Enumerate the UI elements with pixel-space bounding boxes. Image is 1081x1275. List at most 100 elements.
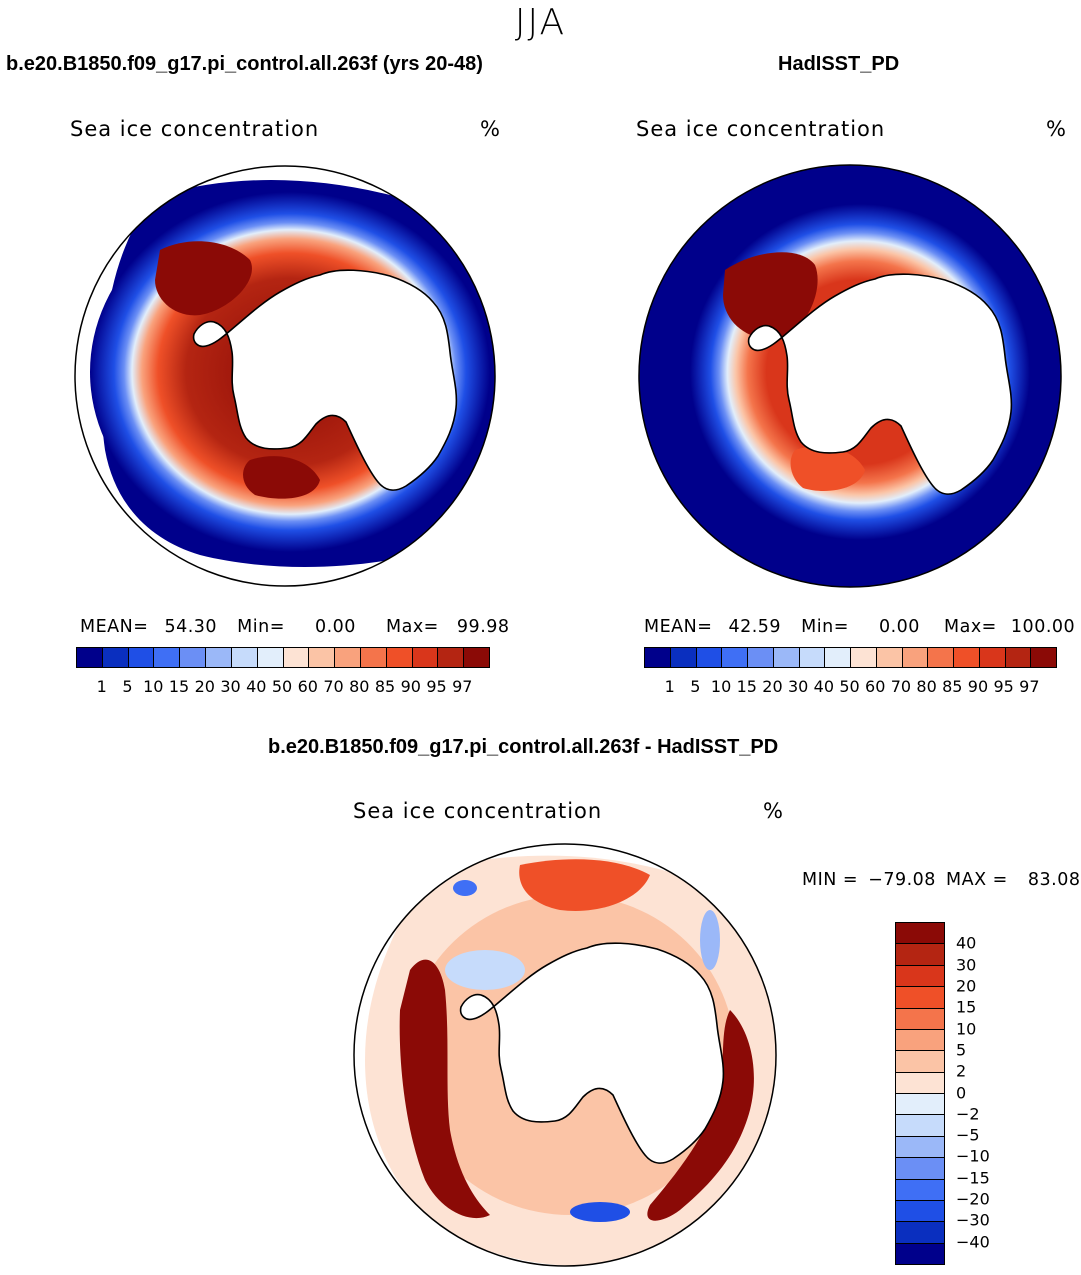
colorbar-tick-label: 5	[956, 1040, 967, 1060]
model-max-label: Max=	[386, 617, 439, 637]
obs-weddell-ice	[723, 252, 818, 340]
colorbar-swatch	[896, 965, 944, 988]
colorbar-tick-label: −20	[956, 1189, 990, 1209]
colorbar-swatch	[979, 648, 1006, 667]
model-weddell-ice	[155, 241, 252, 316]
colorbar-tick-label: 20	[194, 677, 215, 696]
obs-case-title: HadISST_PD	[778, 53, 900, 75]
diff-variable-label: Sea ice concentration	[353, 799, 603, 823]
colorbar-swatch	[896, 1136, 944, 1159]
colorbar-tick-label: 85	[942, 677, 963, 696]
colorbar-tick-label: 1	[664, 677, 675, 696]
colorbar-tick-label: 50	[271, 677, 293, 696]
obs-colorbar	[644, 647, 1057, 668]
colorbar-tick-label: 20	[956, 976, 977, 996]
obs-mean-value: 42.59	[728, 617, 782, 637]
diff-units-label: %	[763, 799, 784, 823]
colorbar-tick-label: 97	[1019, 677, 1040, 696]
obs-max-label: Max=	[944, 617, 997, 637]
colorbar-swatch	[928, 648, 954, 667]
colorbar-swatch	[645, 648, 671, 667]
colorbar-tick-label: −40	[956, 1232, 990, 1252]
colorbar-tick-label: 70	[323, 677, 344, 696]
model-units-label: %	[480, 117, 501, 141]
colorbar-tick-label: −10	[956, 1146, 990, 1166]
colorbar-swatch	[954, 648, 980, 667]
colorbar-tick-label: 40	[956, 933, 977, 953]
diff-colorbar	[895, 922, 945, 1265]
colorbar-tick-label: 95	[993, 677, 1014, 696]
colorbar-swatch	[696, 648, 723, 667]
model-min-label: Min=	[237, 617, 285, 637]
diff-west-positive	[399, 959, 490, 1219]
colorbar-swatch	[231, 648, 258, 667]
colorbar-tick-label: −15	[956, 1168, 990, 1188]
colorbar-tick-label: 40	[246, 677, 267, 696]
colorbar-swatch	[896, 1008, 944, 1030]
colorbar-swatch	[722, 648, 748, 667]
colorbar-tick-label: −30	[956, 1210, 990, 1230]
colorbar-swatch	[464, 648, 489, 667]
colorbar-swatch	[283, 648, 310, 667]
model-ross-ice	[243, 456, 320, 499]
obs-max-value: 100.00	[1010, 617, 1076, 637]
colorbar-swatch	[896, 944, 944, 966]
colorbar-tick-label: 10	[143, 677, 164, 696]
colorbar-swatch	[896, 1115, 944, 1137]
colorbar-tick-label: 95	[426, 677, 447, 696]
colorbar-tick-label: 30	[787, 677, 809, 696]
colorbar-tick-label: 15	[736, 677, 757, 696]
diff-south-negative	[570, 1202, 630, 1222]
colorbar-swatch	[896, 1200, 944, 1223]
colorbar-tick-label: 15	[168, 677, 190, 696]
colorbar-tick-label: 10	[710, 677, 732, 696]
colorbar-tick-label: 60	[297, 677, 318, 696]
diff-east-positive	[647, 1010, 754, 1221]
colorbar-swatch	[438, 648, 465, 667]
model-variable-label: Sea ice concentration	[70, 117, 320, 141]
colorbar-tick-label: 85	[374, 677, 396, 696]
colorbar-tick-label: 90	[400, 677, 421, 696]
obs-units-label: %	[1046, 117, 1067, 141]
colorbar-tick-label: 1	[96, 677, 107, 696]
colorbar-tick-label: −5	[956, 1125, 980, 1145]
colorbar-swatch	[180, 648, 207, 667]
colorbar-tick-label: 20	[762, 677, 783, 696]
colorbar-tick-label: 97	[452, 677, 473, 696]
model-colorbar	[76, 647, 490, 668]
model-mean-label: MEAN=	[80, 617, 149, 637]
colorbar-swatch	[309, 648, 336, 667]
colorbar-swatch	[896, 923, 944, 945]
colorbar-swatch	[896, 987, 944, 1009]
colorbar-swatch	[896, 1094, 944, 1116]
colorbar-swatch	[102, 648, 129, 667]
colorbar-tick-label: 5	[690, 677, 701, 696]
colorbar-swatch	[896, 1072, 944, 1094]
colorbar-swatch	[77, 648, 103, 667]
diff-ne-negative	[700, 910, 720, 970]
colorbar-swatch	[773, 648, 800, 667]
colorbar-swatch	[896, 1222, 944, 1244]
colorbar-swatch	[902, 648, 929, 667]
season-title: JJA	[514, 2, 567, 43]
colorbar-swatch	[128, 648, 155, 667]
colorbar-tick-label: 30	[956, 955, 977, 975]
colorbar-tick-label: 80	[916, 677, 937, 696]
colorbar-tick-label: 0	[956, 1083, 967, 1102]
diff-colorbar-ticks: 40 30 20 15 10 5 2 0 −2 −5 −10 −15 −20 −30 −40	[956, 922, 1016, 1263]
colorbar-tick-label: 50	[839, 677, 860, 696]
colorbar-swatch	[851, 648, 877, 667]
colorbar-tick-label: 15	[956, 997, 977, 1017]
colorbar-swatch	[335, 648, 361, 667]
colorbar-swatch	[670, 648, 697, 667]
colorbar-tick-label: 80	[349, 677, 370, 696]
colorbar-swatch	[896, 1051, 944, 1073]
colorbar-swatch	[1005, 648, 1032, 667]
diff-ice-map	[353, 843, 777, 1267]
diff-max-label: MAX =	[946, 870, 1008, 890]
colorbar-swatch	[386, 648, 413, 667]
model-ice-map	[74, 165, 496, 587]
colorbar-tick-label: 10	[956, 1019, 977, 1039]
colorbar-swatch	[412, 648, 439, 667]
diff-max-value: 83.08	[1027, 870, 1081, 890]
